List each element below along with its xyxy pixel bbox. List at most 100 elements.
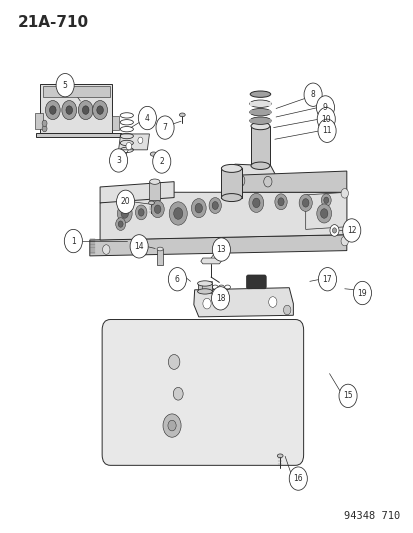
Circle shape [235, 174, 244, 187]
Circle shape [318, 268, 336, 291]
Circle shape [126, 142, 131, 150]
Ellipse shape [221, 193, 241, 201]
Circle shape [82, 106, 89, 114]
Circle shape [209, 198, 221, 214]
Circle shape [303, 83, 321, 107]
Circle shape [93, 101, 107, 119]
Circle shape [42, 120, 47, 126]
Circle shape [151, 201, 164, 217]
Circle shape [252, 198, 259, 208]
Circle shape [316, 204, 331, 223]
Circle shape [316, 108, 335, 131]
Ellipse shape [249, 91, 270, 98]
Text: 13: 13 [216, 245, 225, 254]
Ellipse shape [249, 100, 271, 108]
Circle shape [340, 189, 348, 198]
Circle shape [163, 414, 180, 437]
Circle shape [329, 224, 338, 236]
Bar [249, 118, 271, 123]
Circle shape [173, 208, 182, 219]
Text: 6: 6 [175, 274, 179, 284]
Ellipse shape [250, 162, 269, 169]
Polygon shape [40, 84, 112, 133]
Circle shape [42, 125, 47, 132]
Circle shape [274, 194, 287, 210]
Circle shape [138, 107, 156, 130]
Ellipse shape [197, 281, 212, 286]
Circle shape [135, 205, 147, 220]
Polygon shape [118, 134, 149, 150]
Circle shape [298, 195, 311, 212]
Text: 8: 8 [310, 90, 315, 99]
Polygon shape [36, 133, 120, 136]
FancyBboxPatch shape [102, 319, 303, 465]
Ellipse shape [249, 117, 271, 124]
Ellipse shape [250, 122, 269, 130]
Ellipse shape [150, 152, 157, 156]
Bar [35, 113, 43, 128]
Circle shape [353, 281, 370, 305]
Polygon shape [193, 288, 293, 317]
Text: 4: 4 [145, 114, 150, 123]
Polygon shape [233, 171, 346, 192]
Circle shape [138, 209, 144, 216]
Circle shape [263, 176, 271, 187]
Circle shape [342, 219, 360, 242]
Circle shape [152, 150, 171, 173]
Circle shape [64, 229, 82, 253]
Circle shape [138, 137, 142, 143]
Circle shape [211, 287, 229, 310]
Circle shape [283, 305, 290, 315]
Text: 15: 15 [342, 391, 352, 400]
Circle shape [320, 209, 327, 218]
Text: 11: 11 [322, 126, 331, 135]
Polygon shape [228, 164, 277, 188]
Ellipse shape [149, 179, 159, 184]
Circle shape [301, 199, 308, 207]
Circle shape [320, 194, 330, 207]
Circle shape [277, 198, 283, 206]
Polygon shape [100, 192, 346, 240]
Circle shape [191, 199, 206, 217]
Polygon shape [100, 182, 174, 203]
Text: 7: 7 [162, 123, 167, 132]
Bar [250, 126, 269, 166]
Circle shape [338, 384, 356, 408]
Text: 20: 20 [121, 197, 130, 206]
Circle shape [154, 205, 161, 214]
Circle shape [332, 228, 336, 233]
Circle shape [211, 201, 218, 209]
Ellipse shape [179, 113, 185, 117]
FancyBboxPatch shape [246, 275, 266, 289]
Polygon shape [305, 192, 346, 229]
Bar [157, 249, 163, 265]
Circle shape [66, 106, 72, 114]
Circle shape [62, 101, 76, 119]
Polygon shape [200, 258, 221, 264]
Circle shape [168, 420, 176, 431]
Circle shape [117, 204, 132, 223]
Circle shape [340, 236, 348, 246]
Circle shape [212, 238, 230, 261]
Bar [149, 182, 159, 200]
Circle shape [97, 106, 103, 114]
Polygon shape [90, 235, 346, 256]
Circle shape [168, 354, 179, 369]
Circle shape [56, 74, 74, 97]
Circle shape [50, 106, 56, 114]
Text: 19: 19 [357, 288, 366, 297]
Bar [202, 281, 212, 290]
Text: 10: 10 [320, 115, 330, 124]
Text: 5: 5 [62, 80, 67, 90]
Circle shape [118, 221, 123, 227]
Text: 3: 3 [116, 156, 121, 165]
Bar [197, 284, 212, 292]
Circle shape [173, 387, 183, 400]
Circle shape [115, 217, 125, 230]
Circle shape [316, 96, 334, 119]
Circle shape [78, 101, 93, 119]
Circle shape [317, 119, 335, 142]
Circle shape [195, 204, 202, 213]
Circle shape [248, 193, 263, 213]
Circle shape [202, 298, 211, 309]
